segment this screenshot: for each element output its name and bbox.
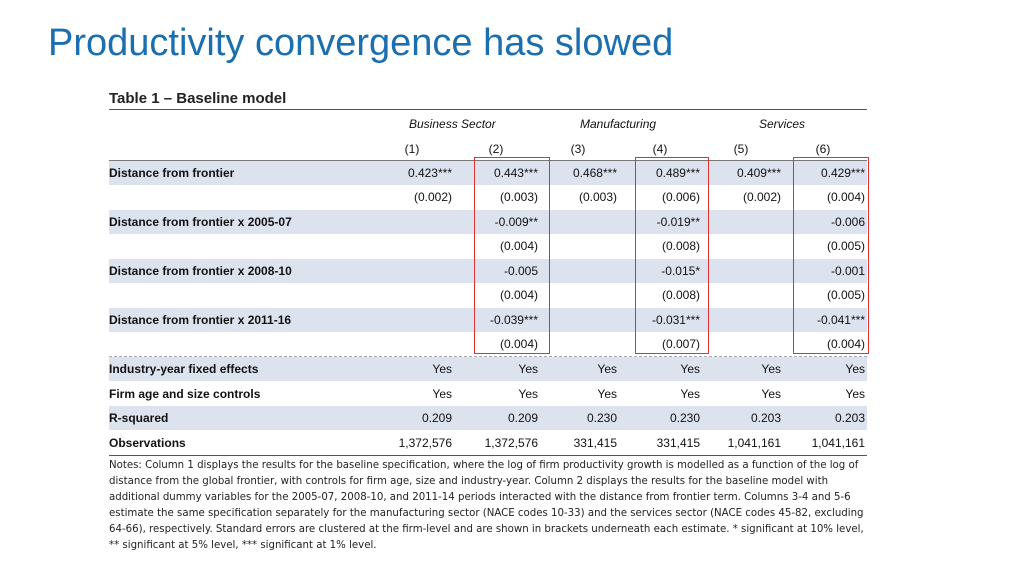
header-rule	[109, 160, 867, 161]
table-cell: 0.409***	[736, 166, 781, 180]
table-row: Observations 1,372,576 1,372,576 331,415 331…	[109, 431, 867, 455]
table-cell: -0.019**	[656, 215, 700, 229]
table-cell: Yes	[597, 387, 617, 401]
column-number: (3)	[570, 142, 586, 156]
table-cell: 0.209	[507, 411, 538, 425]
table-cell: Yes	[518, 387, 538, 401]
table-cell: Yes	[518, 362, 538, 376]
table-cell: 1,372,576	[484, 436, 538, 450]
row-label: Distance from frontier x 2005-07	[109, 215, 292, 229]
table-cell: (0.003)	[499, 190, 538, 204]
table-cell: 1,041,161	[727, 436, 781, 450]
table-cell: (0.004)	[499, 239, 538, 253]
table-cell: (0.004)	[826, 337, 865, 351]
bottom-rule	[109, 455, 867, 456]
table-row: (0.004) (0.008) (0.005)	[109, 283, 867, 307]
column-number: (4)	[652, 142, 668, 156]
table-cell: Yes	[845, 362, 865, 376]
table-notes: Notes: Column 1 displays the results for…	[109, 460, 864, 551]
table-cell: -0.009**	[494, 215, 538, 229]
table-cell: -0.039***	[489, 313, 538, 327]
table-cell: (0.006)	[661, 190, 700, 204]
table-row: Industry-year fixed effects Yes Yes Yes Yes Y…	[109, 357, 867, 381]
table-cell: Yes	[432, 362, 452, 376]
table-cell: 0.230	[669, 411, 700, 425]
table-row: Distance from frontier x 2005-07 -0.009**…	[109, 210, 867, 234]
table-cell: Yes	[432, 387, 452, 401]
row-label: Observations	[109, 436, 186, 450]
table-cell: (0.004)	[499, 288, 538, 302]
table-cell: -0.041***	[816, 313, 865, 327]
table-cell: 0.468***	[572, 166, 617, 180]
table-cell: -0.005	[503, 264, 538, 278]
group-header-services: Services	[759, 117, 806, 131]
table-cell: (0.002)	[742, 190, 781, 204]
table-row: Distance from frontier x 2011-16 -0.039**…	[109, 308, 867, 332]
table-cell: 0.429***	[820, 166, 865, 180]
table-row: (0.004) (0.008) (0.005)	[109, 234, 867, 258]
table-cell: 0.203	[750, 411, 781, 425]
group-header-business: Business Sector	[409, 117, 496, 131]
highlight-box-column-6	[793, 157, 869, 354]
table-cell: -0.031***	[651, 313, 700, 327]
table-row: Distance from frontier x 2008-10 -0.005 -0…	[109, 259, 867, 283]
table-cell: (0.007)	[661, 337, 700, 351]
table-cell: 0.443***	[493, 166, 538, 180]
table-cell: -0.006	[830, 215, 865, 229]
table-cell: 1,041,161	[811, 436, 865, 450]
table-row: R-squared 0.209 0.209 0.230 0.230 0.203 0.203	[109, 406, 867, 430]
table-cell: 331,415	[573, 436, 617, 450]
table-cell: 0.209	[421, 411, 452, 425]
table-cell: 1,372,576	[398, 436, 452, 450]
table-cell: -0.015*	[661, 264, 700, 278]
row-label: Industry-year fixed effects	[109, 362, 259, 376]
table-cell: Yes	[761, 362, 781, 376]
column-number: (6)	[815, 142, 831, 156]
table-cell: (0.008)	[661, 288, 700, 302]
table-cell: 0.423***	[407, 166, 452, 180]
table-cell: (0.004)	[499, 337, 538, 351]
table-cell: (0.008)	[661, 239, 700, 253]
caption-rule	[109, 109, 867, 110]
table-cell: 0.203	[834, 411, 865, 425]
table-cell: Yes	[680, 362, 700, 376]
row-label: Distance from frontier x 2008-10	[109, 264, 292, 278]
table-cell: 331,415	[656, 436, 700, 450]
column-number: (5)	[733, 142, 749, 156]
table-cell: -0.001	[830, 264, 865, 278]
table-cell: Yes	[845, 387, 865, 401]
row-label: Distance from frontier x 2011-16	[109, 313, 292, 327]
table-cell: Yes	[680, 387, 700, 401]
table-cell: 0.230	[586, 411, 617, 425]
column-number: (2)	[488, 142, 504, 156]
row-label: R-squared	[109, 411, 169, 425]
table-row: Firm age and size controls Yes Yes Yes Yes Ye…	[109, 382, 867, 406]
table-cell: Yes	[761, 387, 781, 401]
table-cell: 0.489***	[655, 166, 700, 180]
row-label: Distance from frontier	[109, 166, 235, 180]
table-caption: Table 1 – Baseline model	[109, 90, 287, 107]
table-row: (0.002) (0.003) (0.003) (0.006) (0.002) (0.00…	[109, 185, 867, 209]
table-row: Distance from frontier 0.423*** 0.443*** 0.…	[109, 161, 867, 185]
highlight-box-column-4	[635, 157, 709, 354]
highlight-box-column-2	[474, 157, 550, 354]
section-divider	[109, 356, 867, 357]
column-number: (1)	[404, 142, 420, 156]
table-cell: (0.003)	[578, 190, 617, 204]
table-cell: (0.002)	[413, 190, 452, 204]
table-row: (0.004) (0.007) (0.004)	[109, 332, 867, 356]
table-cell: (0.005)	[826, 239, 865, 253]
table-cell: (0.004)	[826, 190, 865, 204]
table-cell: Yes	[597, 362, 617, 376]
slide-title: Productivity convergence has slowed	[48, 22, 674, 64]
table-cell: (0.005)	[826, 288, 865, 302]
row-label: Firm age and size controls	[109, 387, 261, 401]
group-header-manufacturing: Manufacturing	[580, 117, 657, 131]
